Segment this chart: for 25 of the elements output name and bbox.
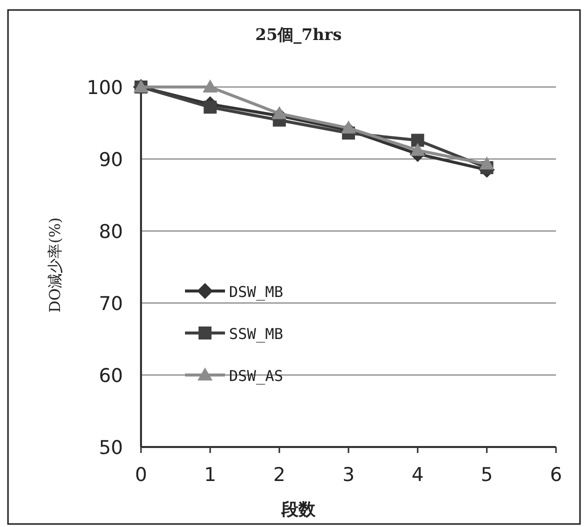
x-axis-title: 段数 xyxy=(280,500,316,520)
x-tick-label: 0 xyxy=(134,464,148,486)
point xyxy=(341,120,356,134)
point xyxy=(479,156,494,170)
legend-label: DSW_MB xyxy=(229,283,284,301)
x-tick-label: 1 xyxy=(204,464,216,486)
legend-label: SSW_MB xyxy=(229,325,284,343)
x-tick-label: 3 xyxy=(342,464,355,486)
point xyxy=(202,80,218,92)
point xyxy=(410,142,426,156)
y-axis-title: DO減少率(%) xyxy=(46,217,64,313)
point xyxy=(272,106,287,120)
point xyxy=(411,134,424,147)
y-tick-label: 60 xyxy=(98,365,123,387)
y-tick-label: 50 xyxy=(98,437,123,459)
point xyxy=(204,100,217,114)
chart-title: 25個_7hrs xyxy=(255,25,342,44)
y-tick-label: 70 xyxy=(98,293,123,315)
y-tick-label: 90 xyxy=(98,149,123,171)
y-tick-label: 100 xyxy=(86,77,123,99)
x-tick-label: 6 xyxy=(550,464,562,486)
x-tick-label: 4 xyxy=(412,464,424,486)
x-tick-label: 2 xyxy=(273,464,286,486)
y-tick-label: 80 xyxy=(98,221,123,243)
x-tick-label: 5 xyxy=(480,464,493,486)
